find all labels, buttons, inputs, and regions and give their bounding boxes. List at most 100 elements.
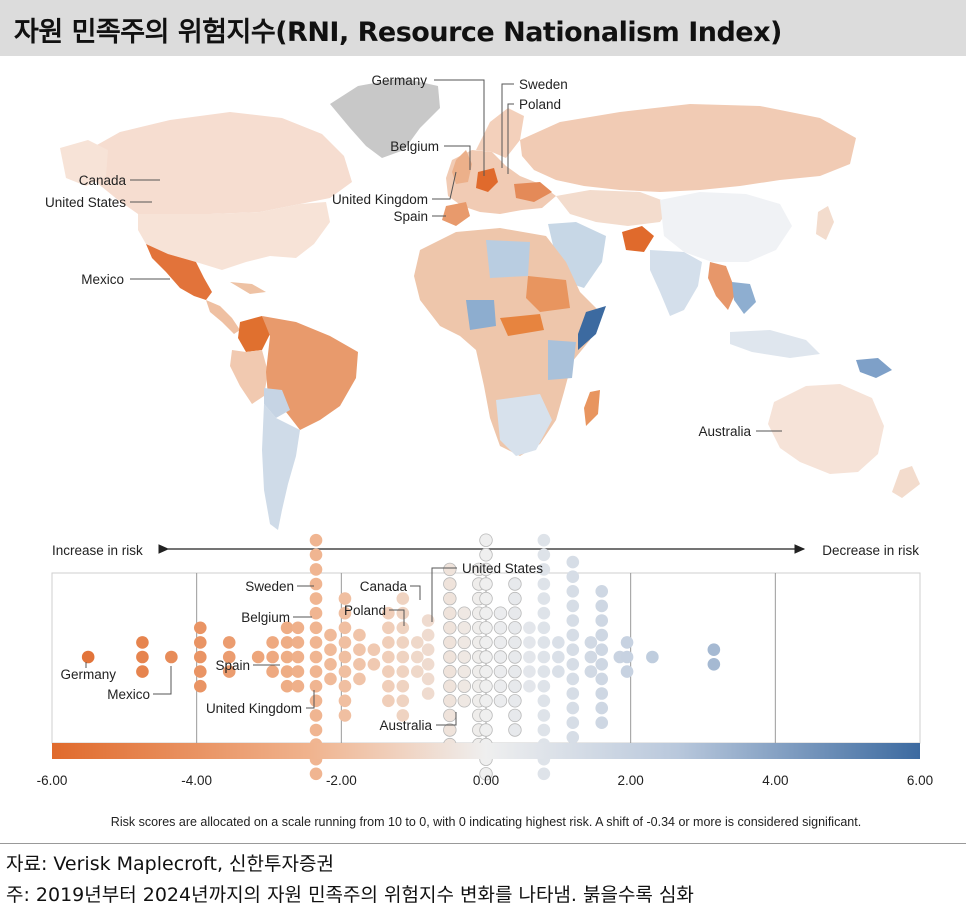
data-point [443, 664, 457, 679]
data-point [193, 636, 207, 649]
data-point [382, 621, 395, 635]
data-point [508, 708, 522, 723]
data-point [382, 679, 395, 693]
data-point [566, 585, 580, 598]
data-point [493, 650, 508, 664]
data-point [396, 709, 410, 722]
data-point [537, 548, 551, 562]
x-tick-label: -4.00 [181, 773, 212, 788]
data-point [457, 694, 472, 708]
footer-divider [0, 843, 966, 844]
data-point [324, 672, 337, 686]
data-point [620, 636, 634, 649]
data-point [479, 679, 493, 693]
data-point [222, 636, 236, 649]
data-point [566, 555, 580, 569]
map-canada [88, 112, 352, 214]
map-indonesia [730, 330, 820, 358]
annotation-label: Belgium [241, 610, 290, 625]
data-point [552, 665, 565, 678]
data-point [584, 650, 598, 664]
data-point [537, 709, 551, 722]
data-point [595, 599, 609, 613]
data-point [324, 628, 337, 642]
map-china [660, 192, 792, 262]
data-point [280, 665, 294, 678]
data-point [552, 650, 565, 664]
map-mexico [146, 244, 212, 300]
data-point [595, 658, 609, 671]
data-point [566, 570, 580, 583]
data-point [309, 723, 323, 737]
data-point [523, 636, 536, 649]
data-point [338, 636, 352, 649]
data-point [566, 687, 580, 700]
source-text: 자료: Verisk Maplecroft, 신한투자증권 [6, 853, 334, 875]
data-point [493, 664, 508, 679]
data-point [595, 614, 609, 627]
annotation-leader [306, 690, 315, 709]
x-tick-label: 2.00 [618, 773, 644, 788]
page-title: 자원 민족주의 위험지수(RNI, Resource Nationalism I… [14, 17, 782, 48]
map-label-canada: Canada [79, 173, 127, 188]
map-papua [856, 358, 892, 378]
data-point [222, 650, 236, 664]
annotation-leader [153, 666, 172, 695]
data-point [493, 679, 508, 693]
data-point [309, 665, 323, 678]
map-germany [476, 168, 498, 192]
map-east-africa [548, 340, 576, 380]
data-point [584, 636, 598, 649]
data-point [479, 621, 493, 635]
x-tick-label: -6.00 [37, 773, 68, 788]
map-thailand [732, 282, 756, 314]
data-point [620, 665, 634, 678]
data-point [421, 687, 435, 700]
map-caribbean [230, 282, 266, 294]
data-point [566, 716, 580, 729]
data-point [508, 723, 522, 737]
data-point [457, 621, 472, 635]
map-central-asia [556, 190, 672, 226]
data-point [353, 658, 366, 671]
data-point [566, 628, 580, 642]
data-point [338, 650, 352, 664]
data-point [479, 606, 493, 620]
data-point [479, 723, 493, 737]
data-point [537, 577, 551, 591]
data-point [595, 643, 609, 656]
map-central-africa [500, 314, 544, 336]
data-point [324, 658, 337, 671]
data-point [309, 694, 323, 708]
data-point [396, 621, 410, 635]
map-label-sweden: Sweden [519, 77, 568, 92]
data-point [421, 614, 435, 627]
data-point [324, 643, 337, 656]
data-point [280, 650, 294, 664]
data-point [537, 665, 551, 678]
map-label-united-kingdom: United Kingdom [332, 192, 428, 207]
data-point [443, 708, 457, 723]
data-point [443, 650, 457, 664]
data-point [523, 621, 536, 635]
data-point [707, 658, 721, 671]
data-point [537, 606, 551, 620]
data-point [566, 672, 580, 686]
map-leaders [130, 79, 782, 432]
map-bolivia [264, 388, 290, 418]
map-afghanistan [622, 226, 654, 252]
data-point [443, 606, 457, 620]
data-point [396, 636, 410, 649]
map-se-asia [708, 262, 736, 310]
map-russia [520, 104, 856, 192]
data-point [457, 664, 472, 679]
data-point [566, 701, 580, 715]
data-point [410, 650, 424, 664]
data-point [280, 636, 294, 649]
annotation-label: Germany [60, 667, 116, 682]
data-point [421, 628, 435, 642]
data-point [410, 665, 424, 678]
map-somalia [578, 306, 606, 350]
data-point [537, 592, 551, 605]
